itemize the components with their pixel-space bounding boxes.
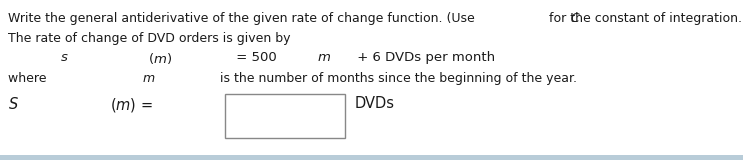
Text: ($\it{m}$) =: ($\it{m}$) =: [110, 96, 153, 114]
Text: for the constant of integration.): for the constant of integration.): [545, 12, 743, 25]
Text: where: where: [8, 72, 51, 85]
Text: $\it{s}$: $\it{s}$: [60, 51, 68, 64]
Text: + 6 DVDs per month: + 6 DVDs per month: [353, 51, 495, 64]
Text: The rate of change of DVD orders is given by: The rate of change of DVD orders is give…: [8, 32, 291, 45]
Text: ($\it{m}$): ($\it{m}$): [148, 51, 172, 66]
Text: = 500: = 500: [232, 51, 276, 64]
Text: is the number of months since the beginning of the year.: is the number of months since the beginn…: [216, 72, 577, 85]
Text: Write the general antiderivative of the given rate of change function. (Use: Write the general antiderivative of the …: [8, 12, 478, 25]
FancyBboxPatch shape: [0, 155, 743, 160]
Text: $\it{m}$: $\it{m}$: [142, 72, 155, 85]
Text: $\it{C}$: $\it{C}$: [570, 12, 580, 25]
Text: DVDs: DVDs: [355, 96, 395, 111]
Text: $\it{m}$: $\it{m}$: [317, 51, 331, 64]
Text: $\it{S}$: $\it{S}$: [8, 96, 19, 112]
FancyBboxPatch shape: [225, 94, 345, 138]
